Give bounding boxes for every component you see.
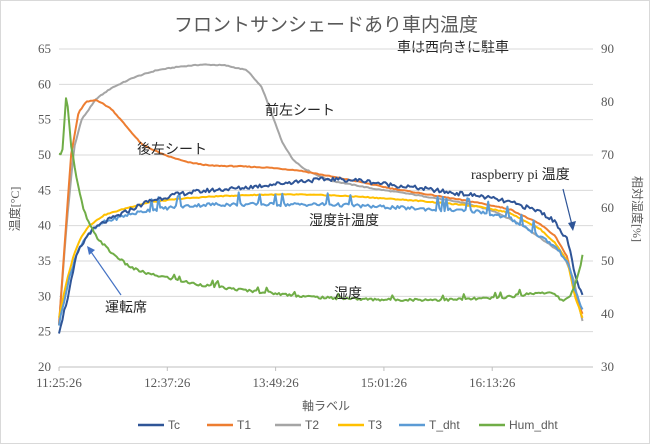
y2-tick-label: 70 [601, 147, 614, 162]
x-tick-label: 11:25:26 [36, 375, 82, 390]
y2-axis-ticks: 30 40 50 60 70 80 90 [601, 41, 614, 374]
legend: Tc T1 T2 T3 T_dht Hum_dht [138, 418, 558, 432]
y-tick-label: 65 [38, 41, 51, 56]
annotation-raspberry-pi-temp: raspberry pi 温度 [471, 167, 570, 183]
y-tick-label: 55 [38, 112, 51, 127]
y-axis-ticks: 20 25 30 35 40 45 50 55 60 65 [38, 41, 51, 374]
y-tick-label: 60 [38, 76, 51, 91]
series-line-tc [58, 176, 584, 334]
legend-label: T_dht [429, 418, 460, 432]
y-tick-label: 30 [38, 288, 51, 303]
y-tick-label: 20 [38, 359, 51, 374]
legend-label: T1 [237, 418, 251, 432]
x-tick-label: 13:49:26 [252, 375, 299, 390]
y-tick-label: 45 [38, 182, 51, 197]
gridlines [59, 48, 593, 368]
arrowhead-driver-seat [87, 246, 95, 255]
series-line-t-dht [58, 191, 584, 326]
y2-axis-label: 相対湿度[%] [630, 176, 645, 242]
x-tick-label: 15:01:26 [361, 375, 408, 390]
x-tick-label: 12:37:26 [144, 375, 191, 390]
y2-tick-label: 40 [601, 306, 614, 321]
x-axis-label: 軸ラベル [302, 399, 350, 413]
y2-tick-label: 30 [601, 359, 614, 374]
legend-label: T2 [305, 418, 319, 432]
y-tick-label: 40 [38, 218, 51, 233]
chart-title: フロントサンシェードあり車内温度 [174, 14, 478, 36]
y2-tick-label: 80 [601, 94, 614, 109]
y2-tick-label: 90 [601, 41, 614, 56]
annotation-hygrometer-temp: 湿度計温度 [309, 213, 379, 229]
arrow-driver-seat [88, 248, 122, 296]
chart-subtitle: 車は西向きに駐車 [397, 39, 509, 56]
series-line-t1 [58, 99, 584, 326]
arrowhead-raspberry-pi [568, 221, 576, 231]
annotation-arrows [87, 188, 576, 296]
series-line-t3 [58, 193, 584, 319]
annotation-front-left-seat: 前左シート [265, 102, 335, 119]
x-tick-label: 16:13:26 [469, 375, 516, 390]
annotation-driver-seat: 運転席 [105, 300, 147, 316]
legend-label: T3 [368, 418, 382, 432]
x-axis-ticks: 11:25:26 12:37:26 13:49:26 15:01:26 16:13:26 [36, 367, 516, 390]
legend-label: Tc [168, 418, 180, 432]
annotation-rear-left-seat: 後左シート [137, 142, 207, 158]
series-group [58, 63, 584, 334]
y-tick-label: 25 [38, 324, 51, 339]
y-tick-label: 35 [38, 253, 51, 268]
y2-tick-label: 60 [601, 200, 614, 215]
annotation-humidity: 湿度 [334, 286, 362, 302]
y-axis-label: 温度[°C] [7, 187, 22, 232]
legend-label: Hum_dht [509, 418, 558, 432]
y-tick-label: 50 [38, 147, 51, 162]
series-line-hum-dht [58, 97, 584, 302]
y2-tick-label: 50 [601, 253, 614, 268]
